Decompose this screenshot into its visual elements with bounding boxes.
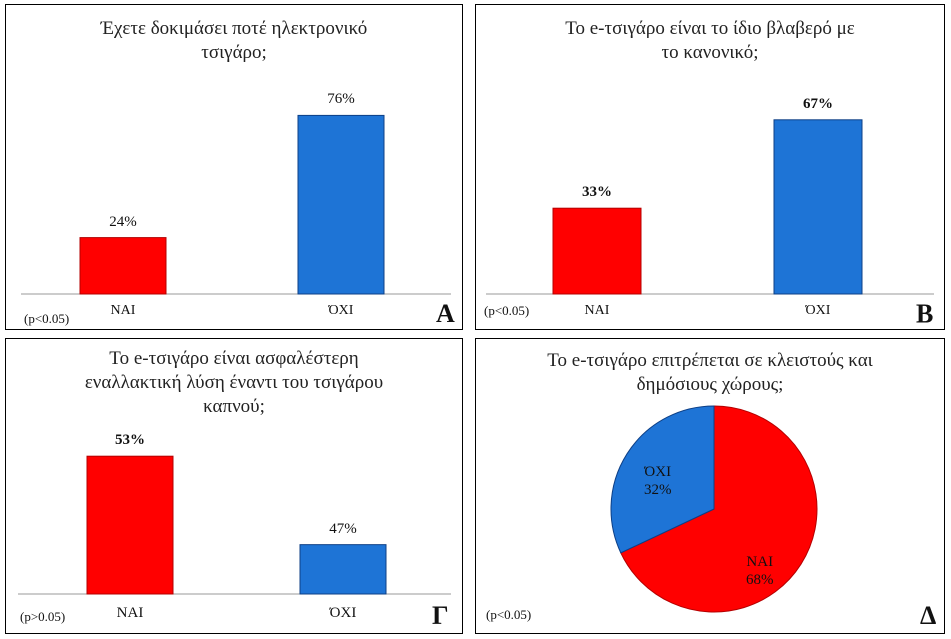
pie-label-oxi-name: ΌΧΙ [644, 464, 672, 480]
bar-c-oxi [299, 544, 387, 595]
chart-title-a: Έχετε δοκιμάσει ποτέ ηλεκτρονικό τσιγάρο… [100, 18, 368, 63]
chart-panel-d: Το e-τσιγάρο επιτρέπεται σε κλειστούς κα… [475, 338, 945, 634]
bar-chart-c [18, 455, 451, 595]
value-label-c-nai: 53% [115, 432, 145, 449]
value-label-a-oxi: 76% [327, 91, 355, 108]
chart-panel-a: Έχετε δοκιμάσει ποτέ ηλεκτρονικό τσιγάρο… [5, 4, 463, 330]
category-label-b-nai: ΝΑΙ [584, 303, 610, 318]
bar-b-oxi [773, 119, 863, 295]
pie-label-nai-name: ΝΑΙ [746, 554, 774, 570]
chart-panel-b: Το e-τσιγάρο είναι το ίδιο βλαβερό με το… [475, 4, 945, 330]
bar-c-nai [86, 455, 174, 595]
panel-letter-b: Β [916, 299, 934, 328]
value-label-b-nai: 33% [582, 184, 612, 201]
significance-c: (p>0.05) [20, 609, 66, 624]
panel-letter-d: Δ [920, 601, 937, 630]
significance-d: (p<0.05) [486, 607, 532, 622]
category-label-c-oxi: ΌΧΙ [329, 605, 357, 621]
category-label-a-nai: ΝΑΙ [110, 303, 136, 318]
value-label-b-oxi: 67% [803, 95, 833, 112]
pie-label-oxi: ΌΧΙ 32% [644, 463, 672, 499]
category-label-c-nai: ΝΑΙ [116, 605, 144, 621]
category-label-b-oxi: ΌΧΙ [805, 303, 831, 318]
value-label-a-nai: 24% [109, 213, 137, 230]
pie-chart-d [610, 405, 818, 613]
chart-title-b: Το e-τσιγάρο είναι το ίδιο βλαβερό με το… [565, 18, 855, 63]
pie-slice-oxi [610, 405, 715, 554]
panel-letter-c: Γ [432, 601, 449, 630]
pie-slice-nai [620, 405, 818, 613]
value-label-c-oxi: 47% [329, 520, 357, 537]
chart-title-d: Το e-τσιγάρο επιτρέπεται σε κλειστούς κα… [547, 350, 873, 395]
bar-b-nai [552, 207, 642, 295]
bar-a-nai [79, 237, 167, 295]
pie-label-nai-value: 68% [746, 572, 774, 588]
chart-title-c: Το e-τσιγάρο είναι ασφαλέστερη εναλλακτι… [84, 348, 384, 417]
significance-b: (p<0.05) [484, 303, 530, 318]
significance-a: (p<0.05) [24, 311, 70, 326]
chart-panel-c: Το e-τσιγάρο είναι ασφαλέστερη εναλλακτι… [5, 338, 463, 634]
bar-chart-a [21, 114, 451, 295]
category-label-a-oxi: ΌΧΙ [328, 303, 354, 318]
bar-a-oxi [297, 114, 385, 295]
pie-label-oxi-value: 32% [644, 482, 672, 498]
panel-letter-a: Α [436, 299, 455, 328]
pie-label-nai: ΝΑΙ 68% [746, 553, 774, 589]
bar-chart-b [486, 119, 934, 295]
